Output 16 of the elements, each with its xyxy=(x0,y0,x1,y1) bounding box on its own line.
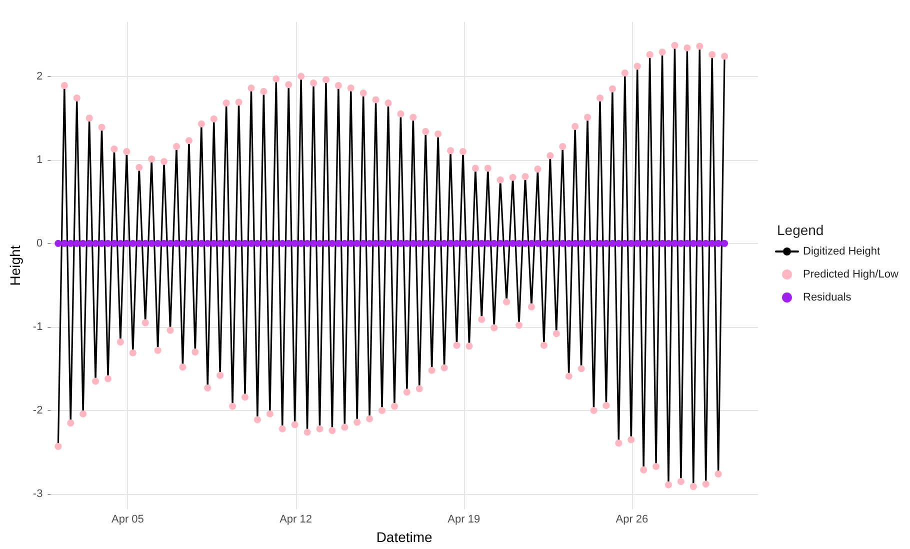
legend-title: Legend xyxy=(777,222,824,238)
x-tick-label: Apr 26 xyxy=(616,514,648,526)
x-tick-label: Apr 12 xyxy=(280,514,312,526)
y-tick-label: -1 xyxy=(32,320,43,333)
y-tick-label: 2 xyxy=(36,70,43,82)
y-tick-label: -2 xyxy=(32,404,43,417)
x-axis-title: Datetime xyxy=(376,529,433,545)
legend-label: Residuals xyxy=(803,292,852,304)
x-tick-label: Apr 05 xyxy=(112,514,144,526)
y-axis-title: Height xyxy=(7,245,23,286)
legend-label: Digitized Height xyxy=(803,246,880,258)
y-tick-label: -3 xyxy=(32,488,43,500)
y-tick-label: 1 xyxy=(36,154,43,166)
y-tick-label: 0 xyxy=(36,237,43,250)
legend-label: Predicted High/Low xyxy=(803,268,898,280)
x-tick-label: Apr 19 xyxy=(448,514,480,526)
